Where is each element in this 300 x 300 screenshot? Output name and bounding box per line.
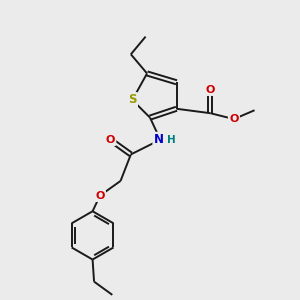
Text: O: O: [206, 85, 215, 94]
Text: O: O: [106, 135, 115, 145]
Text: H: H: [167, 135, 176, 145]
Text: O: O: [95, 190, 105, 201]
Text: O: O: [229, 114, 239, 124]
Text: S: S: [128, 93, 136, 106]
Text: N: N: [154, 133, 164, 146]
